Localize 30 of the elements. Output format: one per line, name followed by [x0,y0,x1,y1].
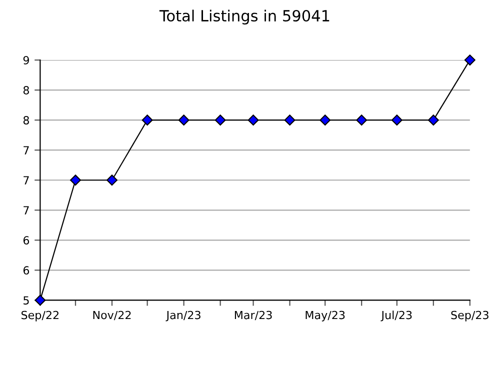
chart-title: Total Listings in 59041 [159,10,330,24]
x-tick-label: Sep/22 [22,310,58,322]
x-tick-label: May/23 [306,310,345,322]
x-tick-label: Jan/23 [166,310,200,322]
y-tick-label: 8 [23,86,30,94]
point [178,114,190,126]
x-tick-label: Nov/22 [93,310,131,320]
y-tick-label: 6 [23,236,30,245]
point [464,54,476,66]
y-tick-label: 8 [23,116,30,124]
point [391,114,402,126]
point [284,114,296,126]
y-tick-label: 9 [23,56,29,64]
x-tick-label: Sep/23 [451,310,488,322]
y-tick-label: 5 [24,296,29,305]
y-tick-label: 7 [24,146,29,154]
point [248,114,259,126]
y-tick-label: 7 [24,176,29,184]
point [70,174,81,186]
point [214,114,226,126]
y-tick-label: 6 [23,266,30,275]
point [320,114,331,126]
point [428,114,439,126]
y-tick-label: 7 [24,206,29,214]
point [106,174,118,186]
point [356,114,368,126]
point [142,114,153,126]
x-tick-label: Mar/23 [234,310,272,320]
x-tick-label: Jul/23 [380,310,412,322]
point [34,294,46,306]
